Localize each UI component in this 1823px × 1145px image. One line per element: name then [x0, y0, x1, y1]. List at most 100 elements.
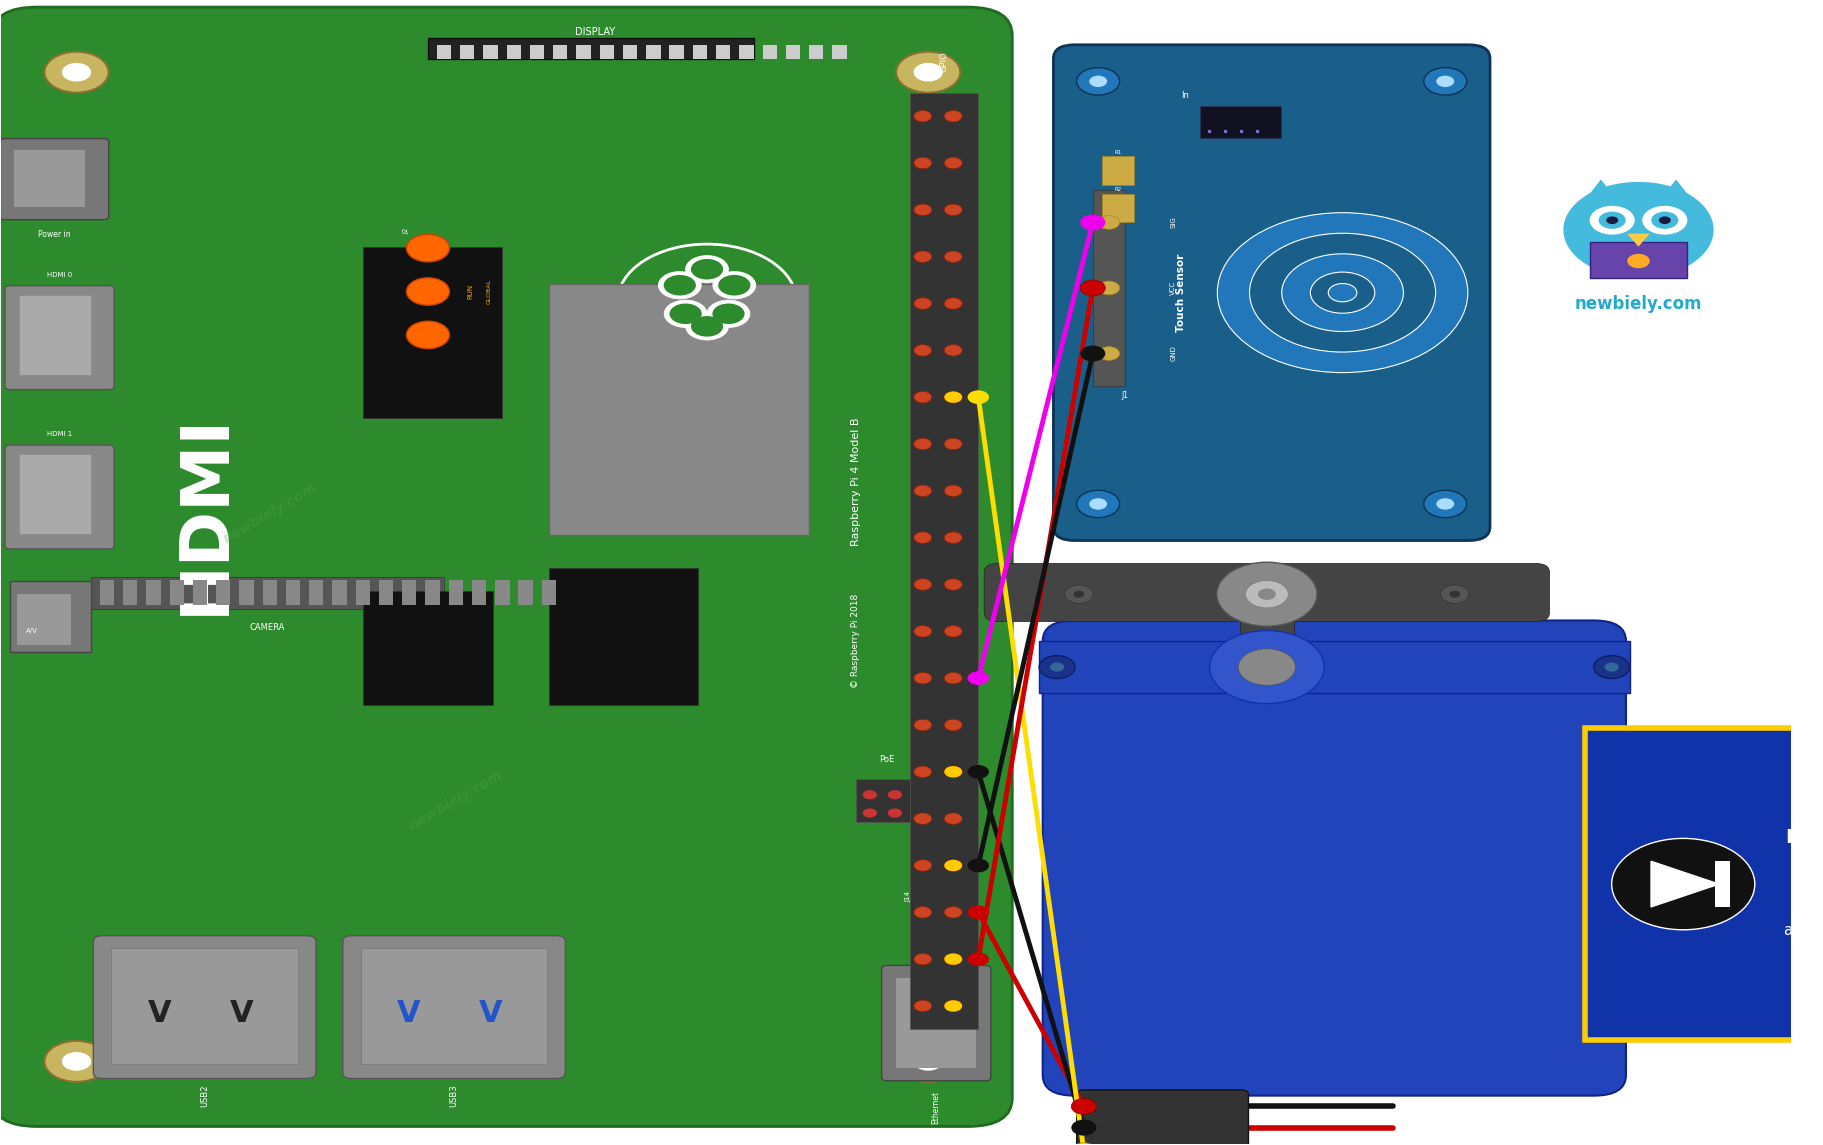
Text: RUN: RUN [467, 284, 474, 299]
Circle shape [913, 719, 932, 731]
FancyBboxPatch shape [5, 286, 115, 389]
Bar [541, 579, 556, 605]
Bar [217, 579, 230, 605]
Bar [600, 45, 614, 58]
Circle shape [664, 275, 696, 295]
Circle shape [609, 238, 806, 364]
Circle shape [1081, 346, 1105, 362]
Bar [483, 45, 498, 58]
Circle shape [1097, 347, 1119, 361]
Circle shape [897, 52, 961, 93]
Circle shape [685, 255, 729, 283]
Circle shape [968, 953, 990, 966]
Circle shape [1245, 581, 1289, 608]
Bar [518, 579, 532, 605]
Circle shape [1065, 585, 1094, 603]
Bar [1039, 641, 1630, 693]
Circle shape [913, 625, 932, 637]
Bar [20, 455, 91, 534]
FancyBboxPatch shape [0, 139, 109, 220]
Bar [425, 579, 439, 605]
Text: GPIO: GPIO [941, 52, 948, 72]
Bar [379, 579, 394, 605]
Text: © Raspberry Pi 2018: © Raspberry Pi 2018 [851, 594, 860, 688]
Circle shape [913, 485, 932, 497]
Circle shape [944, 860, 963, 871]
Bar [363, 591, 492, 705]
Circle shape [62, 1052, 91, 1071]
Circle shape [913, 532, 932, 544]
Text: HDMI 0: HDMI 0 [47, 271, 73, 278]
Text: J2: J2 [403, 228, 410, 235]
Text: USB3: USB3 [450, 1084, 459, 1107]
Bar [1101, 157, 1134, 185]
Circle shape [1659, 216, 1672, 224]
Text: PoE: PoE [879, 755, 895, 764]
Bar [809, 45, 824, 58]
Bar [669, 45, 684, 58]
Circle shape [913, 110, 932, 121]
Bar [1101, 194, 1134, 222]
Circle shape [1593, 656, 1630, 679]
Bar [100, 579, 115, 605]
Text: GND: GND [1170, 346, 1176, 362]
Text: In: In [1181, 92, 1189, 101]
Circle shape [1437, 76, 1455, 87]
Bar [403, 579, 416, 605]
FancyBboxPatch shape [93, 935, 315, 1079]
Bar [11, 581, 91, 652]
Text: ables: ables [1783, 924, 1823, 939]
Bar [549, 568, 698, 705]
Circle shape [1050, 663, 1065, 672]
Circle shape [913, 907, 932, 918]
Bar [310, 579, 323, 605]
Circle shape [913, 392, 932, 403]
Circle shape [944, 298, 963, 309]
Circle shape [968, 390, 990, 404]
Bar [111, 948, 297, 1064]
Circle shape [862, 790, 877, 799]
Circle shape [913, 766, 932, 777]
Bar [693, 45, 707, 58]
Circle shape [1449, 591, 1460, 598]
FancyBboxPatch shape [0, 7, 1012, 1127]
FancyBboxPatch shape [1043, 621, 1626, 1096]
Circle shape [1599, 212, 1626, 229]
FancyBboxPatch shape [882, 965, 992, 1081]
Circle shape [1424, 490, 1468, 518]
Circle shape [944, 532, 963, 544]
Circle shape [407, 278, 450, 306]
Circle shape [1216, 562, 1316, 626]
Circle shape [944, 907, 963, 918]
Text: USB2: USB2 [201, 1084, 210, 1107]
Circle shape [913, 251, 932, 262]
Circle shape [1072, 1098, 1096, 1114]
Circle shape [1440, 585, 1469, 603]
Circle shape [888, 790, 902, 799]
Circle shape [1077, 68, 1119, 95]
Circle shape [664, 300, 707, 327]
Bar [239, 579, 253, 605]
Circle shape [897, 1041, 961, 1082]
Circle shape [944, 392, 963, 403]
Bar [355, 579, 370, 605]
Circle shape [944, 345, 963, 356]
Text: V: V [479, 1000, 503, 1028]
Circle shape [658, 271, 702, 299]
Circle shape [1081, 281, 1105, 295]
Text: VCC: VCC [1170, 281, 1176, 295]
Circle shape [1604, 663, 1619, 672]
Text: Power in: Power in [38, 230, 71, 239]
Circle shape [1097, 215, 1119, 229]
Circle shape [1606, 216, 1619, 224]
Circle shape [707, 300, 749, 327]
Circle shape [944, 1001, 963, 1012]
Circle shape [944, 954, 963, 965]
Text: newbiely.com: newbiely.com [221, 481, 319, 546]
Circle shape [1258, 589, 1276, 600]
Text: HDMI: HDMI [171, 412, 237, 615]
Text: Touch Sensor: Touch Sensor [1176, 253, 1187, 332]
Circle shape [1074, 591, 1085, 598]
Bar [910, 93, 979, 1029]
Bar [263, 579, 277, 605]
